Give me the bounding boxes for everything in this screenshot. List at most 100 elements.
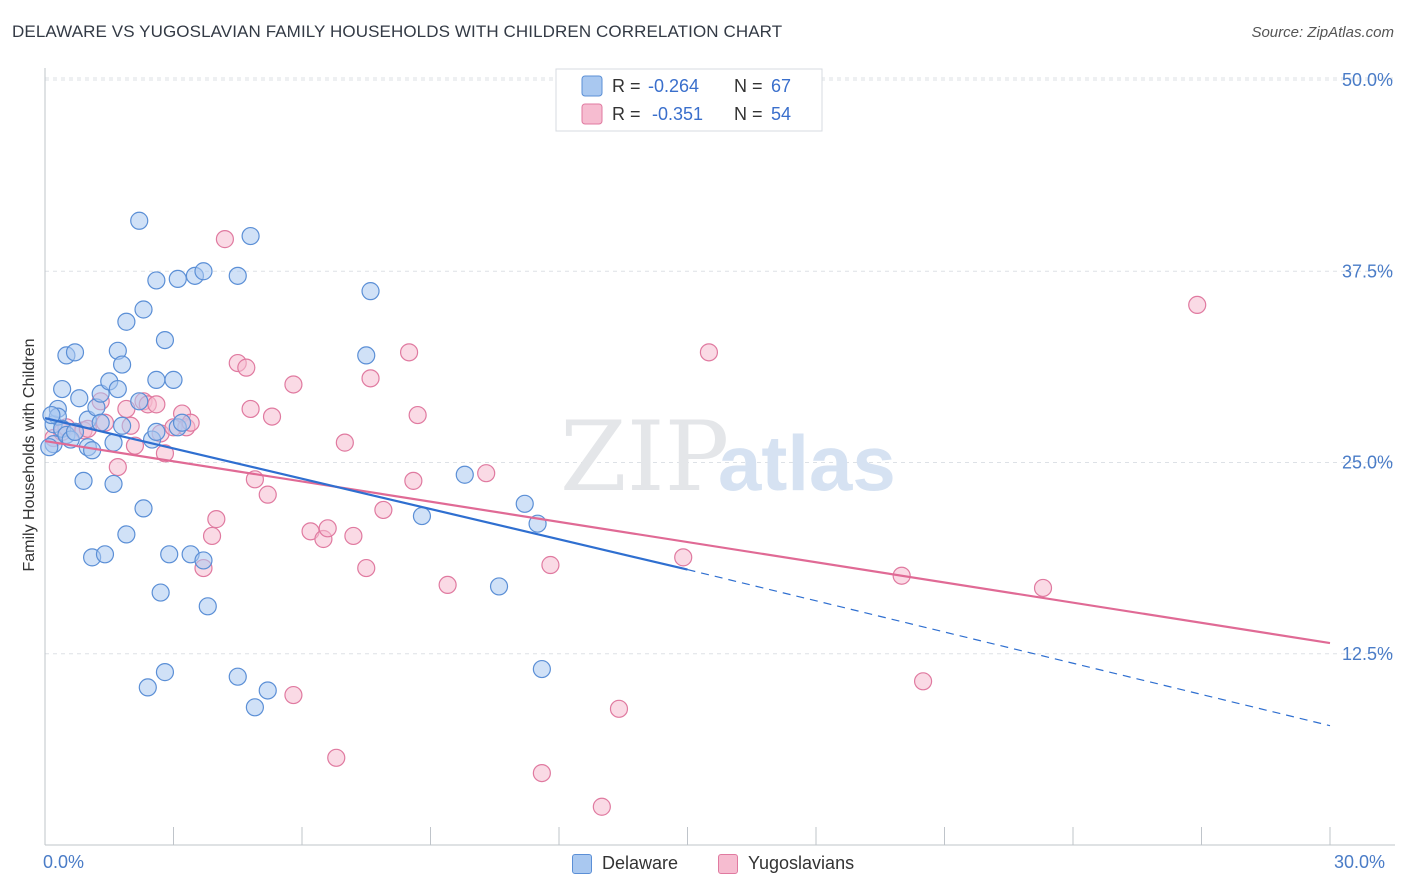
yugoslavians-point-43	[404, 471, 423, 490]
delaware-point-55	[245, 698, 264, 717]
yugoslavians-point-47	[532, 763, 551, 783]
yugoslavians-point-32	[284, 685, 303, 705]
legend-yugo-square	[718, 853, 738, 874]
yugoslavians-point-48	[541, 555, 560, 575]
stats-legend: R = -0.264 N = 67 R = -0.351 N = 54	[555, 68, 823, 132]
delaware-point-51	[198, 597, 217, 616]
yugoslavians-trend-line	[44, 439, 1331, 645]
legend-delaware-r-label: R =	[612, 76, 641, 96]
delaware-point-11	[70, 389, 89, 408]
axes	[44, 68, 1395, 846]
yugoslavians-point-46	[477, 464, 496, 483]
yugoslavians-point-31	[284, 375, 303, 394]
delaware-point-39	[151, 583, 170, 602]
yugoslavians-point-29	[258, 485, 277, 504]
delaware-point-62	[515, 494, 534, 513]
delaware-point-43	[164, 370, 183, 389]
yugoslavians-point-16	[155, 444, 175, 463]
delaware-point-52	[228, 667, 247, 686]
yugoslavians-point-38	[344, 526, 363, 546]
yugoslavians-point-14	[147, 395, 166, 414]
delaware-point-45	[168, 269, 187, 288]
yugoslavians-point-27	[241, 399, 260, 419]
delaware-point-20	[95, 545, 115, 564]
x-tick-label-max: 30.0%	[1334, 852, 1386, 872]
yugoslavians-point-52	[699, 343, 719, 362]
delaware-point-29	[117, 525, 136, 544]
delaware-points	[40, 211, 551, 717]
delaware-point-4	[53, 379, 72, 399]
yugoslavians-point-26	[237, 358, 256, 377]
series-legend: Delaware Yugoslavians	[0, 850, 1406, 880]
delaware-point-22	[104, 474, 123, 494]
delaware-point-36	[147, 422, 166, 441]
yugoslavians-point-41	[374, 500, 393, 520]
trend-lines	[44, 417, 1331, 727]
yugoslavians-point-45	[438, 575, 457, 595]
y-tick-labels: 12.5% 25.0% 37.5% 50.0%	[1342, 70, 1393, 664]
yugoslavians-point-49	[592, 797, 611, 816]
delaware-point-56	[258, 681, 277, 700]
legend-yugo-n-value: 54	[771, 104, 791, 124]
delaware-point-40	[155, 663, 175, 682]
delaware-point-42	[160, 545, 179, 564]
legend-item-delaware: Delaware	[572, 853, 678, 874]
delaware-point-10	[65, 343, 85, 362]
delaware-point-61	[489, 577, 509, 596]
legend-delaware-n-value: 67	[771, 76, 791, 96]
delaware-point-54	[241, 226, 260, 246]
y-tick-label-2: 37.5%	[1342, 261, 1393, 281]
yugoslavians-point-22	[202, 526, 222, 546]
delaware-point-25	[108, 379, 127, 399]
yugoslavians-point-50	[609, 699, 629, 718]
yugoslavians-point-51	[674, 548, 693, 567]
delaware-point-38	[147, 370, 166, 389]
yugoslavians-point-8	[108, 457, 127, 477]
delaware-point-18	[91, 413, 110, 432]
delaware-point-27	[112, 355, 132, 374]
yugoslavians-point-54	[913, 672, 933, 691]
yugoslavians-point-23	[207, 510, 226, 529]
yugoslavians-point-42	[399, 343, 419, 362]
delaware-point-28	[117, 312, 136, 331]
delaware-point-58	[361, 282, 380, 301]
legend-item-yugoslavians: Yugoslavians	[718, 853, 854, 874]
source-note: Source: ZipAtlas.com	[1251, 24, 1394, 41]
legend-delaware-label: Delaware	[602, 853, 679, 873]
delaware-point-33	[134, 499, 153, 518]
yugoslavians-point-44	[408, 405, 427, 425]
delaware-point-31	[130, 211, 149, 230]
delaware-point-26	[112, 416, 132, 435]
delaware-point-30	[130, 392, 149, 411]
y-tick-label-1: 25.0%	[1342, 453, 1393, 473]
watermark-zip: ZIP	[560, 401, 729, 513]
delaware-point-60	[455, 465, 474, 484]
yugoslavians-point-40	[361, 369, 380, 388]
chart-title: DELAWARE VS YUGOSLAVIAN FAMILY HOUSEHOLD…	[12, 22, 783, 41]
legend-delaware-swatch	[581, 75, 603, 97]
yugoslavians-points	[44, 230, 1207, 816]
delaware-point-49	[194, 262, 213, 281]
legend-yugo-swatch	[581, 103, 603, 125]
legend-yugo-r-label: R =	[612, 104, 641, 124]
delaware-trend-extension	[687, 569, 1331, 727]
legend-yugo-n-label: N =	[734, 104, 763, 124]
delaware-trend-line	[44, 417, 688, 571]
delaware-point-41	[155, 331, 175, 350]
delaware-point-59	[412, 506, 432, 526]
yugoslavians-point-36	[327, 748, 346, 767]
delaware-point-53	[228, 266, 247, 285]
legend-yugo-label: Yugoslavians	[748, 853, 855, 873]
delaware-point-46	[172, 413, 192, 432]
legend-delaware-n-label: N =	[734, 76, 763, 96]
yugoslavians-point-30	[262, 407, 282, 426]
yugoslavians-point-37	[335, 433, 354, 452]
delaware-point-64	[532, 659, 551, 679]
delaware-point-37	[147, 271, 166, 290]
yugoslavians-point-35	[318, 519, 337, 538]
legend-yugo-r-value: -0.351	[652, 104, 703, 124]
watermark: ZIP atlas	[560, 401, 896, 513]
delaware-point-57	[357, 346, 376, 365]
legend-delaware-r-value: -0.264	[648, 76, 699, 96]
